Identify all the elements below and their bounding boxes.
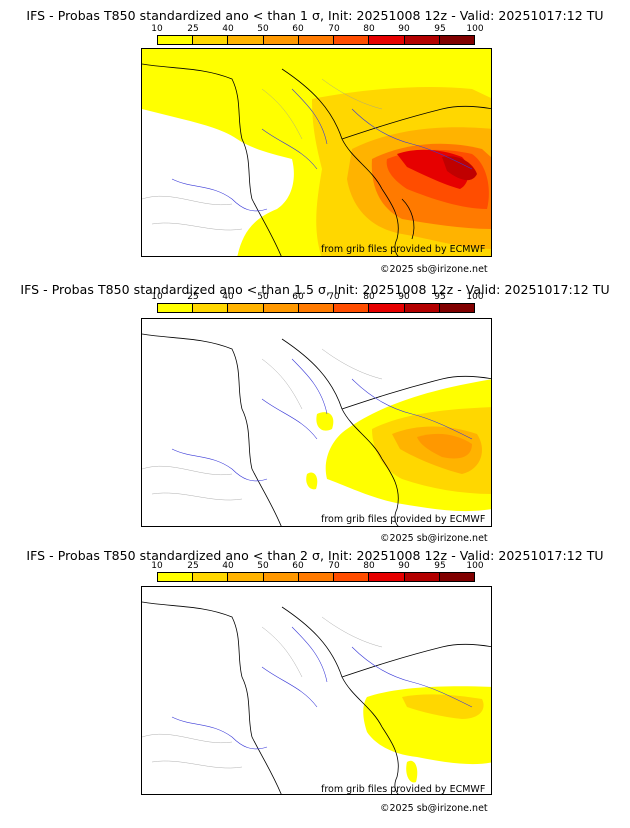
- colorbar-tick: 10: [151, 24, 163, 34]
- colorbar-segment: [369, 573, 405, 581]
- map-frame: [141, 48, 492, 257]
- map-frame: [141, 586, 492, 795]
- colorbar-tick: 90: [398, 292, 410, 302]
- colorbar-tick: 100: [466, 292, 484, 302]
- colorbar-tick: 40: [222, 292, 234, 302]
- colorbar-tick: 25: [187, 24, 199, 34]
- colorbar-segment: [404, 573, 440, 581]
- colorbar-tick: 10: [151, 292, 163, 302]
- colorbar-segment: [439, 36, 474, 44]
- colorbar-tick: 40: [222, 561, 234, 571]
- colorbar-tick: 80: [363, 561, 375, 571]
- colorbar-tick: 25: [187, 561, 199, 571]
- source-credit: from grib files provided by ECMWF: [321, 514, 486, 525]
- colorbar-tick: 40: [222, 24, 234, 34]
- colorbar-segment: [334, 36, 370, 44]
- colorbar-tick: 100: [466, 24, 484, 34]
- colorbar-tick: 60: [292, 292, 304, 302]
- colorbar-segment: [439, 573, 474, 581]
- panel-title: IFS - Probas T850 standardized ano < tha…: [26, 548, 604, 563]
- forecast-map: [142, 49, 491, 256]
- colorbar-tick: 80: [363, 24, 375, 34]
- colorbar-segment: [193, 573, 229, 581]
- colorbar-segment: [334, 573, 370, 581]
- colorbar-segment: [158, 304, 194, 312]
- colorbar-tick: 25: [187, 292, 199, 302]
- copyright-credit: ©2025 sb@irizone.net: [380, 533, 488, 544]
- colorbar-tick: 50: [257, 561, 269, 571]
- forecast-map: [142, 601, 491, 794]
- colorbar-tick: 95: [434, 561, 446, 571]
- colorbar-tick: 70: [328, 561, 340, 571]
- colorbar-segment: [263, 573, 299, 581]
- colorbar-tick: 10: [151, 561, 163, 571]
- colorbar-segment: [263, 36, 299, 44]
- colorbar: [157, 35, 475, 45]
- colorbar: [157, 572, 475, 582]
- panel-title: IFS - Probas T850 standardized ano < tha…: [20, 282, 610, 297]
- source-credit: from grib files provided by ECMWF: [321, 784, 486, 795]
- colorbar-tick: 50: [257, 292, 269, 302]
- colorbar-segment: [263, 304, 299, 312]
- colorbar-segment: [404, 36, 440, 44]
- source-credit: from grib files provided by ECMWF: [321, 244, 486, 255]
- colorbar-segment: [369, 36, 405, 44]
- colorbar-segment: [439, 304, 474, 312]
- colorbar-segment: [158, 36, 194, 44]
- colorbar-segment: [298, 36, 335, 44]
- colorbar-tick: 50: [257, 24, 269, 34]
- colorbar-tick: 95: [434, 292, 446, 302]
- colorbar: [157, 303, 475, 313]
- colorbar-tick: 80: [363, 292, 375, 302]
- colorbar-segment: [369, 304, 405, 312]
- colorbar-segment: [404, 304, 440, 312]
- colorbar-tick: 90: [398, 24, 410, 34]
- colorbar-segment: [298, 304, 335, 312]
- colorbar-segment: [193, 304, 229, 312]
- colorbar-segment: [228, 36, 264, 44]
- colorbar-segment: [158, 573, 194, 581]
- colorbar-tick: 90: [398, 561, 410, 571]
- colorbar-tick: 60: [292, 24, 304, 34]
- map-frame: [141, 318, 492, 527]
- colorbar-tick: 60: [292, 561, 304, 571]
- colorbar-segment: [228, 304, 264, 312]
- colorbar-tick: 95: [434, 24, 446, 34]
- colorbar-segment: [228, 573, 264, 581]
- colorbar-tick: 70: [328, 292, 340, 302]
- forecast-map: [142, 333, 491, 526]
- colorbar-segment: [193, 36, 229, 44]
- copyright-credit: ©2025 sb@irizone.net: [380, 803, 488, 814]
- colorbar-tick: 70: [328, 24, 340, 34]
- colorbar-segment: [334, 304, 370, 312]
- copyright-credit: ©2025 sb@irizone.net: [380, 264, 488, 275]
- colorbar-tick: 100: [466, 561, 484, 571]
- panel-title: IFS - Probas T850 standardized ano < tha…: [26, 8, 604, 23]
- colorbar-segment: [298, 573, 335, 581]
